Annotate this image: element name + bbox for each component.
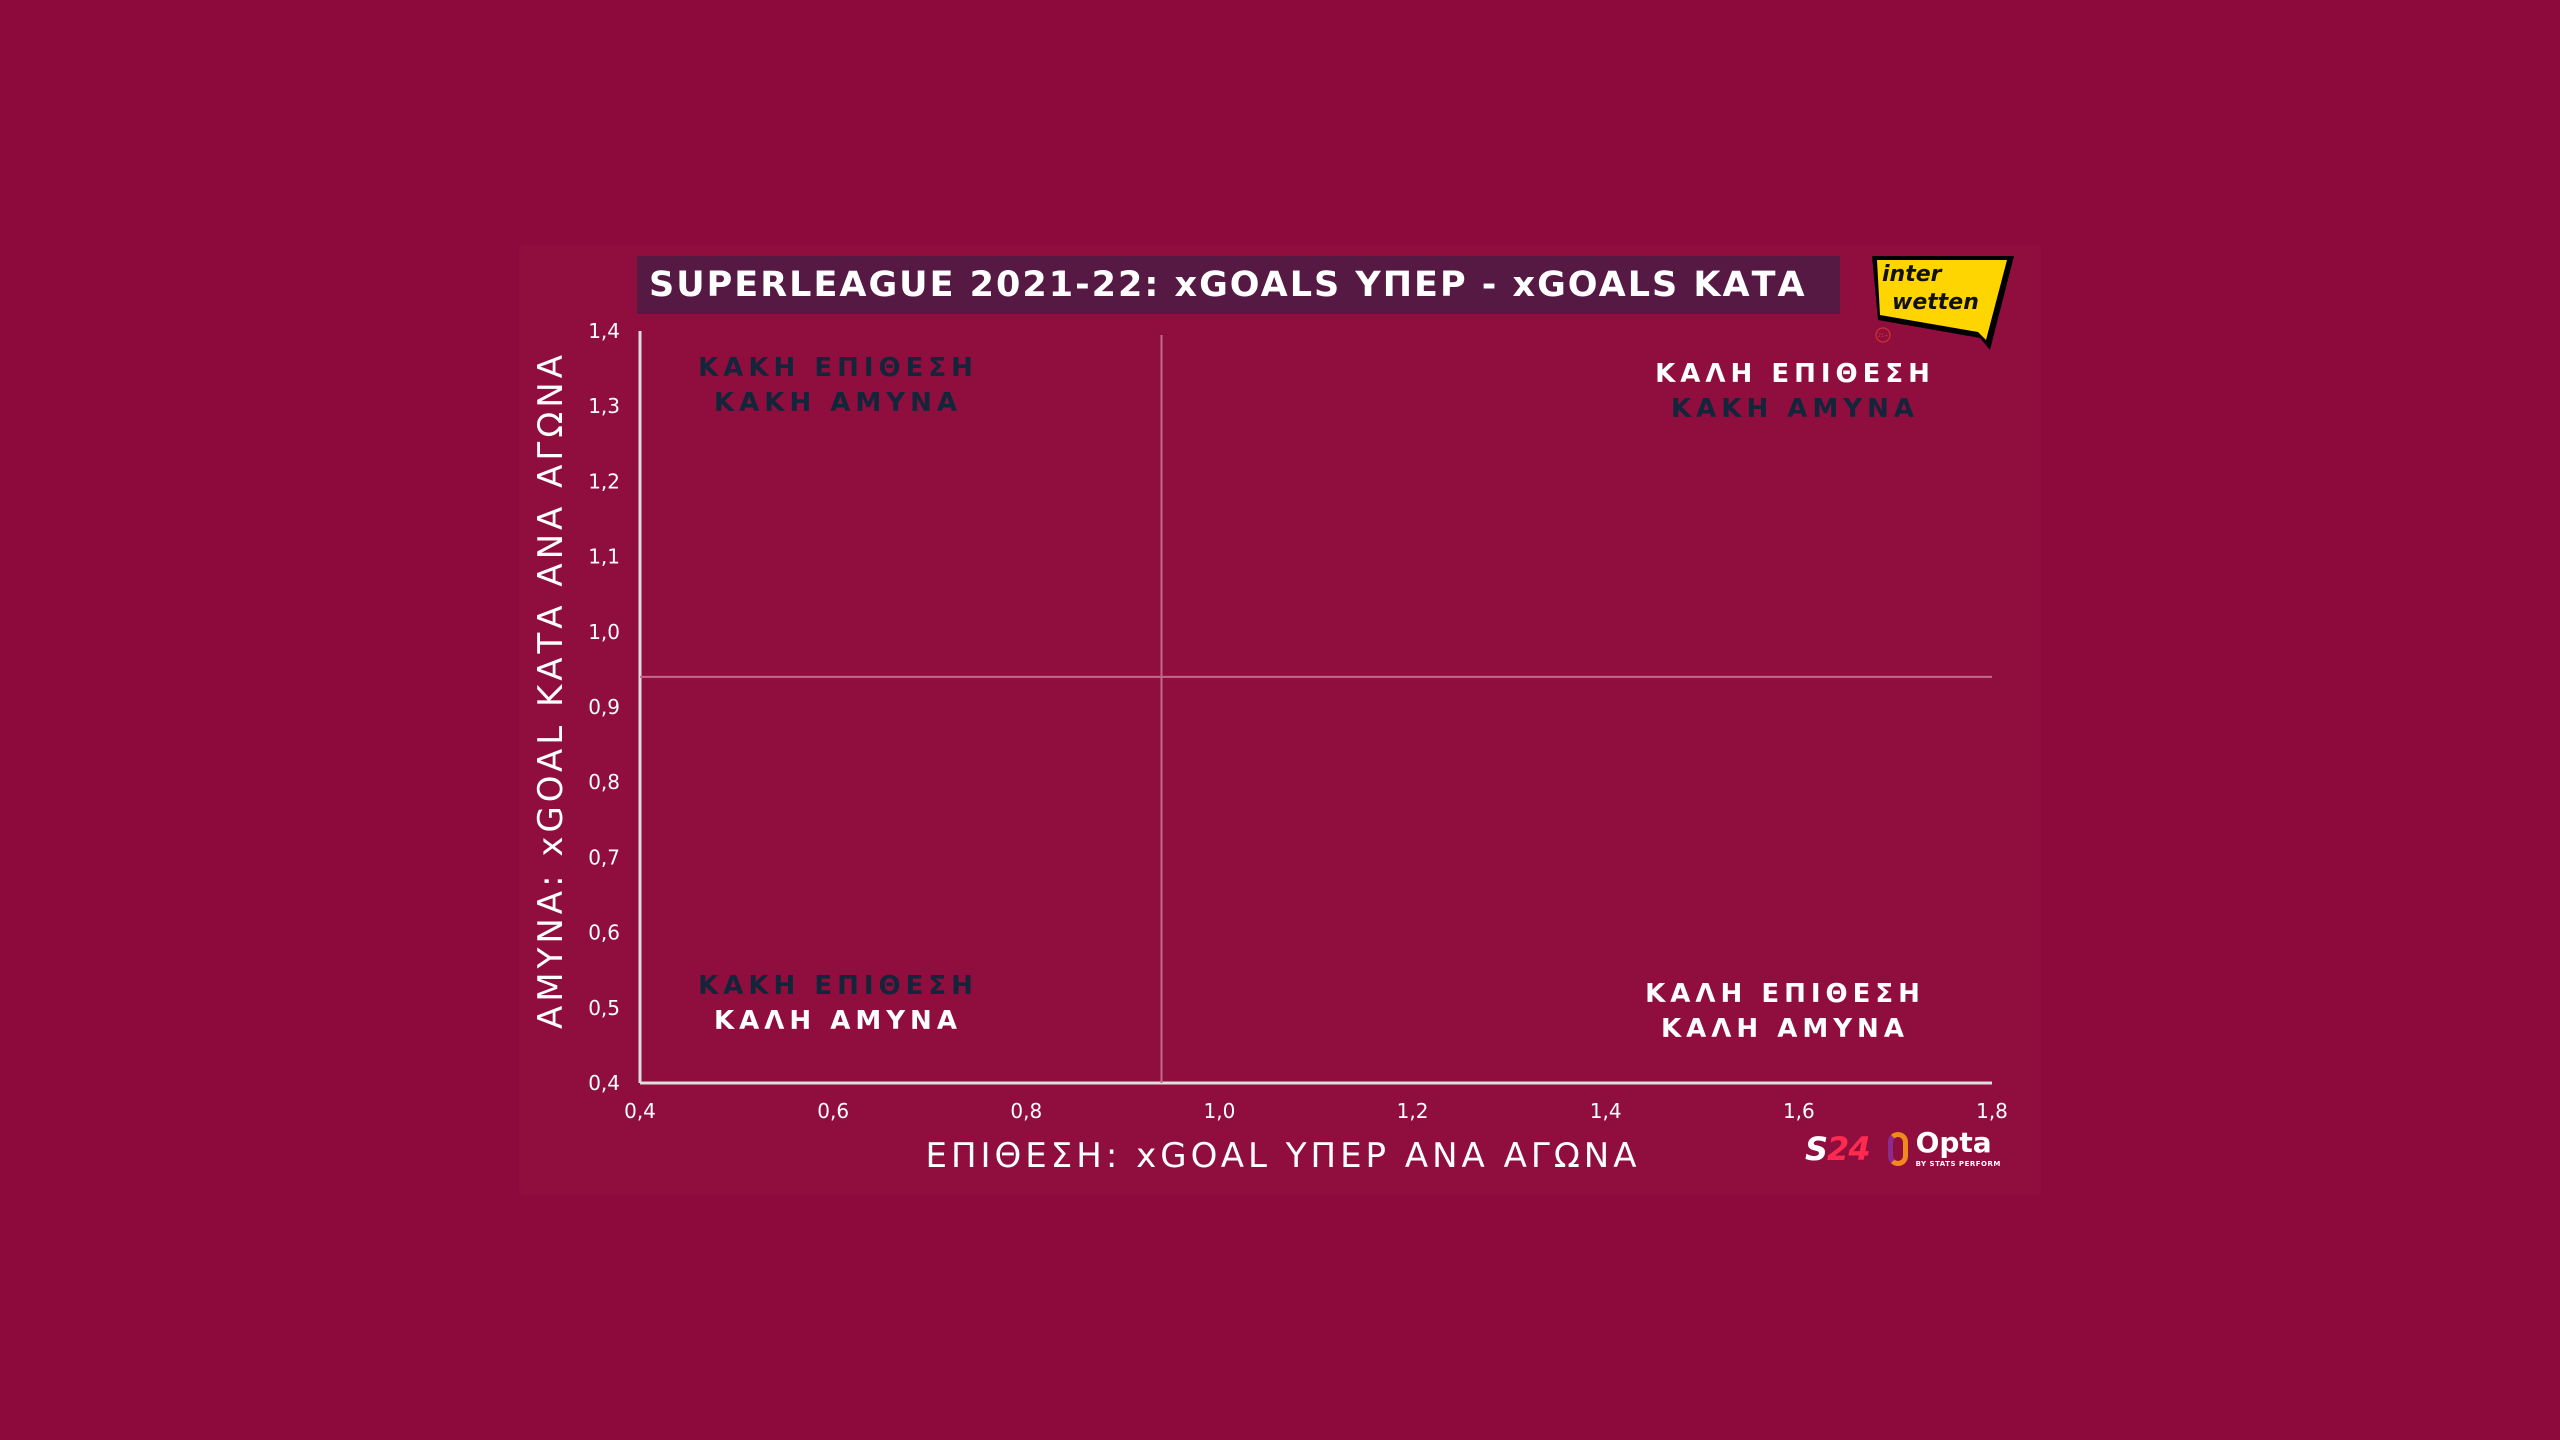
y-axis-label: ΑΜΥΝΑ: xGOAL ΚΑΤΑ ΑΝΑ ΑΓΩΝΑ (531, 351, 571, 1029)
opta-mark-icon (1887, 1131, 1908, 1166)
sponsor-line2: wetten (1892, 290, 1979, 315)
age-badge: 21+ (1878, 333, 1889, 339)
y-tick-label: 0,7 (588, 845, 620, 869)
s24-logo: S24 (1805, 1129, 1871, 1168)
quadrant-label-bottom-right-defense: ΚΑΛΗ ΑΜΥΝΑ (1661, 1014, 1909, 1044)
quadrant-label-bottom-right-attack: ΚΑΛΗ ΕΠΙΘΕΣΗ (1645, 979, 1925, 1009)
y-tick-label: 0,4 (588, 1071, 620, 1095)
chart-panel (519, 245, 2041, 1195)
y-tick-label: 1,0 (588, 620, 620, 644)
opta-logo: Opta BY STATS PERFORM (1887, 1128, 2001, 1169)
quadrant-label-top-right-defense: ΚΑΚΗ ΑΜΥΝΑ (1671, 394, 1919, 424)
quadrant-label-top-left-defense: ΚΑΚΗ ΑΜΥΝΑ (714, 388, 962, 418)
x-tick-label: 1,0 (1204, 1099, 1236, 1123)
y-tick-label: 0,8 (588, 770, 620, 794)
y-tick-label: 1,1 (588, 545, 620, 569)
quadrant-label-bottom-left-attack: ΚΑΚΗ ΕΠΙΘΕΣΗ (698, 971, 978, 1001)
x-tick-label: 1,4 (1590, 1099, 1622, 1123)
brand-logos: S24 Opta BY STATS PERFORM (1805, 1128, 2001, 1169)
y-tick-label: 0,6 (588, 921, 620, 945)
x-axis-label: ΕΠΙΘΕΣΗ: xGOAL ΥΠΕΡ ΑΝΑ ΑΓΩΝΑ (925, 1136, 1640, 1176)
x-tick-label: 0,4 (624, 1099, 656, 1123)
x-tick-label: 0,8 (1010, 1099, 1042, 1123)
chart-title: SUPERLEAGUE 2021-22: xGOALS ΥΠΕΡ - xGOAL… (637, 256, 1840, 314)
y-tick-label: 1,4 (588, 319, 620, 343)
x-tick-label: 0,6 (817, 1099, 849, 1123)
y-tick-label: 1,3 (588, 394, 620, 418)
quadrant-label-top-right-attack: ΚΑΛΗ ΕΠΙΘΕΣΗ (1655, 359, 1935, 389)
x-tick-label: 1,8 (1976, 1099, 2008, 1123)
y-tick-label: 0,5 (588, 996, 620, 1020)
x-tick-label: 1,6 (1783, 1099, 1815, 1123)
sponsor-line1: inter (1882, 262, 1943, 287)
x-tick-label: 1,2 (1397, 1099, 1429, 1123)
interwetten-logo: inter wetten 21+ (1872, 256, 2014, 350)
quadrant-label-bottom-left-defense: ΚΑΛΗ ΑΜΥΝΑ (714, 1006, 962, 1036)
y-tick-label: 0,9 (588, 695, 620, 719)
quadrant-label-top-left-attack: ΚΑΚΗ ΕΠΙΘΕΣΗ (698, 353, 978, 383)
y-tick-label: 1,2 (588, 469, 620, 493)
